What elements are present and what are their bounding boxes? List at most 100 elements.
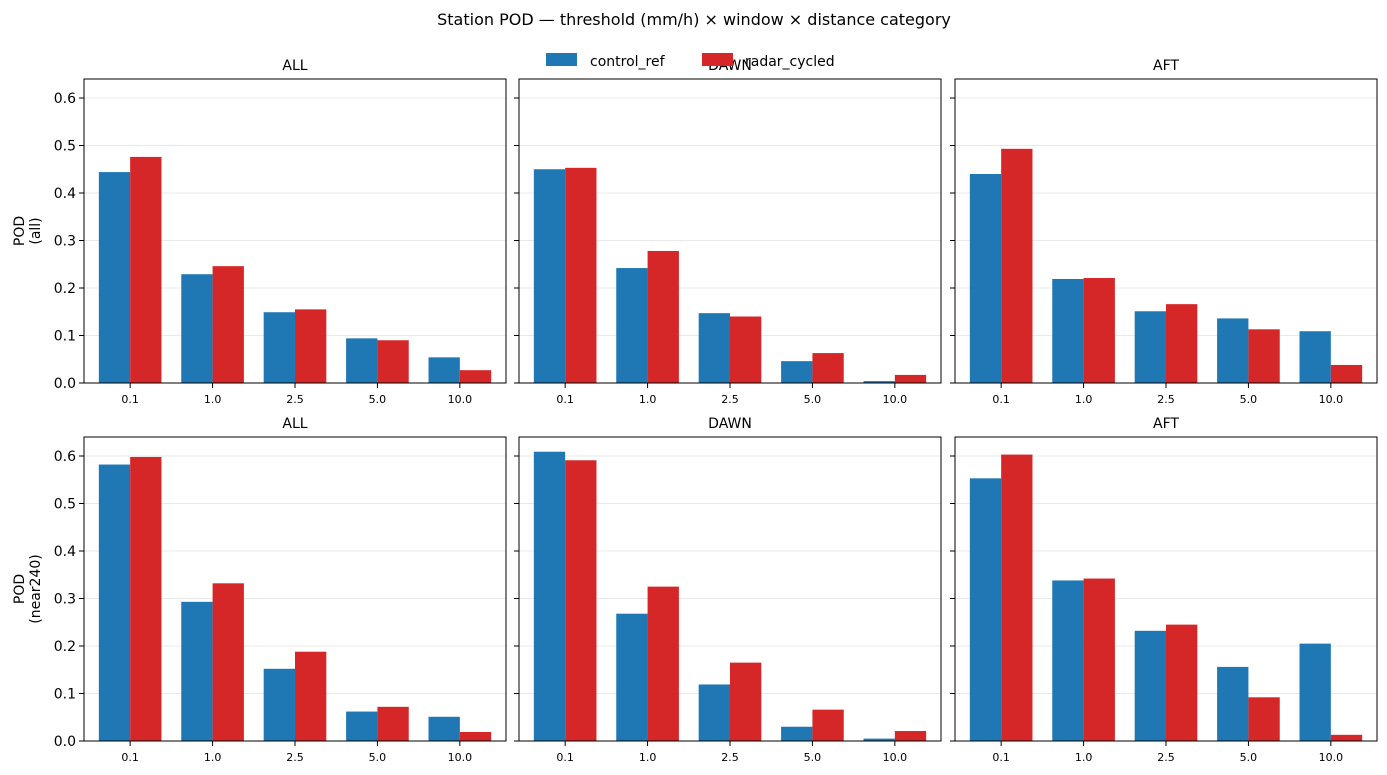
panel-title: DAWN <box>708 416 752 432</box>
x-tick-label: 5.0 <box>1240 393 1258 406</box>
axes-frame <box>518 78 942 384</box>
y-tick-label: 0.4 <box>54 544 76 560</box>
bar-control_ref <box>698 313 730 383</box>
panel-title: AFT <box>1153 416 1179 432</box>
panel-title: ALL <box>282 416 307 432</box>
bar-radar_cycled <box>1001 454 1033 741</box>
bar-radar_cycled <box>1248 329 1280 383</box>
bar-radar_cycled <box>812 353 844 383</box>
legend-swatch-control_ref <box>546 53 577 66</box>
x-tick-label: 10.0 <box>1319 751 1344 764</box>
bar-radar_cycled <box>130 156 162 383</box>
panel-title: ALL <box>282 58 307 74</box>
x-tick-label: 5.0 <box>1240 751 1258 764</box>
bar-control_ref <box>1052 278 1084 383</box>
x-tick-label: 2.5 <box>721 393 739 406</box>
axes-frame <box>518 436 942 742</box>
bar-radar_cycled <box>212 266 244 383</box>
x-tick-label: 2.5 <box>1157 751 1175 764</box>
bar-control_ref <box>1299 643 1331 741</box>
bar-control_ref <box>346 711 378 741</box>
y-axis-label: POD(all) <box>12 216 44 246</box>
x-tick-label: 2.5 <box>721 751 739 764</box>
x-tick-label: 5.0 <box>804 751 822 764</box>
axes-frame <box>954 78 1378 384</box>
y-tick-label: 0.3 <box>54 234 76 250</box>
bar-radar_cycled <box>459 731 492 741</box>
bar-radar_cycled <box>377 340 409 383</box>
axes-frame <box>83 436 507 742</box>
y-tick-label: 0.5 <box>54 139 76 155</box>
bar-control_ref <box>1052 580 1084 741</box>
bar-radar_cycled <box>812 709 844 741</box>
bar-control_ref <box>428 716 460 741</box>
y-axis-label-line: (all) <box>28 217 44 244</box>
bar-radar_cycled <box>1001 148 1033 383</box>
bar-control_ref <box>98 464 131 741</box>
bar-control_ref <box>969 174 1002 383</box>
axes-frame <box>83 78 507 384</box>
y-axis-label-line: POD <box>12 574 28 604</box>
legend-label: radar_cycled <box>745 54 835 70</box>
x-tick-label: 0.1 <box>992 751 1010 764</box>
bar-radar_cycled <box>1083 278 1115 383</box>
bar-radar_cycled <box>1248 697 1280 741</box>
x-tick-label: 2.5 <box>1157 393 1175 406</box>
x-tick-label: 1.0 <box>639 393 657 406</box>
x-tick-label: 1.0 <box>1075 393 1093 406</box>
chart-panel: 0.1 1.0 2.5 5.0 10.0 AFT <box>950 58 1378 406</box>
x-tick-label: 0.1 <box>556 393 574 406</box>
y-tick-label: 0.3 <box>54 592 76 608</box>
x-tick-label: 0.1 <box>121 751 139 764</box>
y-tick-label: 0.1 <box>54 687 76 703</box>
y-tick-label: 0.0 <box>54 376 76 392</box>
bar-radar_cycled <box>1330 734 1363 741</box>
x-tick-label: 0.1 <box>992 393 1010 406</box>
x-tick-label: 0.1 <box>556 751 574 764</box>
bar-control_ref <box>533 169 566 383</box>
bar-control_ref <box>346 338 378 383</box>
bar-control_ref <box>1299 331 1331 383</box>
bar-control_ref <box>263 312 295 383</box>
bar-control_ref <box>533 451 566 741</box>
bar-radar_cycled <box>730 316 762 383</box>
y-tick-label: 0.2 <box>54 281 76 297</box>
bar-radar_cycled <box>1330 364 1363 383</box>
bar-control_ref <box>863 738 895 741</box>
axes-frame <box>954 436 1378 742</box>
x-tick-label: 0.1 <box>121 393 139 406</box>
bar-radar_cycled <box>1166 624 1198 741</box>
x-tick-label: 5.0 <box>804 393 822 406</box>
legend: control_ref radar_cycled <box>546 53 835 70</box>
x-tick-label: 1.0 <box>204 751 222 764</box>
x-tick-label: 1.0 <box>639 751 657 764</box>
x-tick-label: 1.0 <box>204 393 222 406</box>
bar-radar_cycled <box>459 370 492 383</box>
bar-radar_cycled <box>377 706 409 741</box>
y-axis-label-line: (near240) <box>28 554 44 623</box>
y-axis-label: POD(near240) <box>12 554 44 623</box>
chart-panel: 0.0 0.1 0.2 0.3 0.4 0.5 0.6 0.1 1.0 2.5 5.0 10.0 ALL <box>54 58 507 406</box>
chart-panels: 0.0 0.1 0.2 0.3 0.4 0.5 0.6 0.1 1.0 2.5 5.0 10.0 ALL… <box>54 58 1378 764</box>
bar-radar_cycled <box>565 167 597 383</box>
bar-control_ref <box>1217 666 1249 741</box>
bar-control_ref <box>616 613 648 741</box>
bar-radar_cycled <box>647 586 679 741</box>
legend-swatch-radar_cycled <box>702 53 733 66</box>
chart-panel: 0.1 1.0 2.5 5.0 10.0 DAWN <box>514 416 942 764</box>
y-tick-label: 0.6 <box>54 449 76 465</box>
legend-label: control_ref <box>590 54 666 70</box>
x-tick-label: 2.5 <box>286 751 304 764</box>
x-tick-label: 10.0 <box>1319 393 1344 406</box>
y-tick-label: 0.6 <box>54 91 76 107</box>
bar-radar_cycled <box>130 456 162 741</box>
bar-control_ref <box>181 601 213 741</box>
bar-radar_cycled <box>1083 578 1115 741</box>
chart-panel: 0.0 0.1 0.2 0.3 0.4 0.5 0.6 0.1 1.0 2.5 5.0 10.0 ALL <box>54 416 507 764</box>
x-tick-label: 1.0 <box>1075 751 1093 764</box>
x-tick-label: 10.0 <box>448 393 473 406</box>
bar-control_ref <box>98 172 131 383</box>
bar-control_ref <box>181 274 213 383</box>
x-tick-label: 5.0 <box>369 393 387 406</box>
